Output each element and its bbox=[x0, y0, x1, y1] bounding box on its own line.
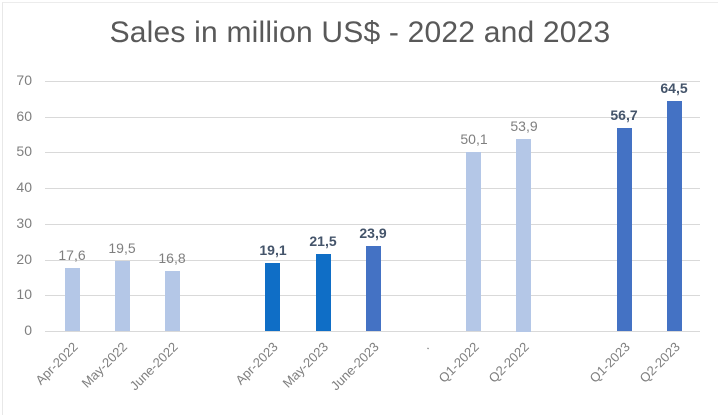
gridline bbox=[45, 81, 700, 82]
data-label: 16,8 bbox=[158, 250, 186, 266]
x-tick-label: Q1-2022 bbox=[435, 339, 482, 386]
y-tick-label: 20 bbox=[16, 251, 32, 267]
x-tick-label: Q2-2023 bbox=[636, 339, 683, 386]
x-tick-label: June-2023 bbox=[327, 339, 382, 394]
x-tick-label: . bbox=[418, 339, 432, 353]
bar bbox=[617, 128, 632, 331]
data-label: 64,5 bbox=[660, 80, 688, 96]
bar bbox=[516, 139, 531, 332]
gridline bbox=[45, 152, 700, 153]
x-tick-label: May-2023 bbox=[279, 339, 332, 391]
x-tick-label: Apr-2023 bbox=[232, 339, 282, 388]
data-label: 21,5 bbox=[309, 233, 337, 249]
bar bbox=[65, 268, 80, 331]
y-tick-label: 60 bbox=[16, 108, 32, 124]
y-tick-label: 30 bbox=[16, 215, 32, 231]
y-tick-label: 40 bbox=[16, 179, 32, 195]
bar bbox=[165, 271, 180, 331]
x-tick-label: Apr-2022 bbox=[31, 339, 81, 388]
data-label: 17,6 bbox=[58, 247, 86, 263]
data-label: 23,9 bbox=[359, 225, 387, 241]
y-tick-label: 0 bbox=[24, 322, 32, 338]
y-tick-label: 50 bbox=[16, 143, 32, 159]
x-tick-label: Q2-2022 bbox=[485, 339, 533, 386]
data-label: 19,5 bbox=[108, 240, 136, 256]
gridline bbox=[45, 117, 700, 118]
bar bbox=[466, 152, 481, 331]
data-label: 56,7 bbox=[610, 107, 638, 123]
gridline bbox=[45, 224, 700, 225]
x-tick-label: May-2022 bbox=[79, 339, 131, 391]
bar bbox=[366, 246, 381, 331]
y-tick-label: 70 bbox=[16, 72, 32, 88]
bar bbox=[667, 101, 682, 331]
data-label: 50,1 bbox=[460, 131, 488, 147]
chart-title: Sales in million US$ - 2022 and 2023 bbox=[109, 16, 611, 49]
gridline bbox=[45, 188, 700, 189]
data-label: 53,9 bbox=[510, 118, 538, 134]
data-label: 19,1 bbox=[259, 242, 287, 258]
bar bbox=[316, 254, 331, 331]
gridline bbox=[45, 331, 700, 332]
y-tick-label: 10 bbox=[16, 286, 32, 302]
bar bbox=[265, 263, 280, 331]
bar bbox=[115, 261, 130, 331]
x-tick-label: June-2022 bbox=[126, 339, 181, 394]
x-tick-label: Q1-2023 bbox=[586, 339, 633, 386]
